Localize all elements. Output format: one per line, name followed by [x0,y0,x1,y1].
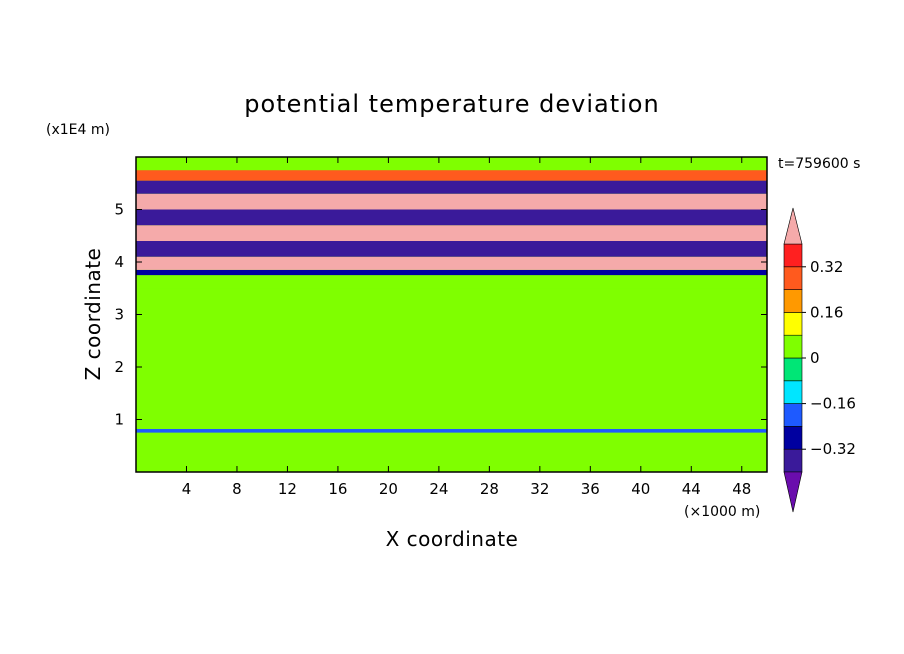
colorbar-segment [783,357,803,382]
colorbar-segment [783,266,803,290]
plot-area [135,156,768,473]
y-axis-label: Z coordinate [81,248,105,381]
x-tick-label: 28 [480,480,499,498]
x-tick-label: 20 [379,480,398,498]
colorbar-segment [783,243,803,268]
y-tick-label: 4 [114,253,124,271]
colorbar-lower-arrow [783,471,803,513]
x-axis-ticks: 4 8 12 16 20 24 28 32 36 40 44 48 [182,157,751,498]
chart-title: potential temperature deviation [244,90,659,118]
contour-bands [136,157,767,472]
y-unit-label: (x1E4 m) [46,122,110,138]
colorbar-segment [783,403,803,427]
colorbar-segment [783,289,803,313]
x-tick-label: 4 [182,480,192,498]
x-tick-label: 32 [530,480,549,498]
x-tick-label: 12 [278,480,297,498]
x-tick-label: 44 [682,480,701,498]
contour-band [136,209,767,226]
x-tick-label: 48 [732,480,751,498]
colorbar-tick-label: −0.16 [810,395,856,413]
contour-band [136,157,767,171]
colorbar-tick-label: 0 [810,349,820,367]
y-tick-label: 5 [114,201,124,219]
x-tick-label: 36 [581,480,600,498]
y-axis-ticks: 1 2 3 4 5 [114,201,767,429]
colorbar-segment [783,380,803,404]
colorbar-segment [783,334,803,359]
contour-band [136,428,767,433]
colorbar-tick-label: 0.16 [810,303,843,321]
contour-band [136,225,767,241]
contour-band [136,241,767,257]
x-tick-label: 24 [429,480,448,498]
contour-band [136,275,767,289]
y-tick-label: 3 [114,306,124,324]
y-tick-label: 1 [114,411,124,429]
x-unit-label: (×1000 m) [684,504,760,520]
contour-band [136,269,767,276]
x-tick-label: 16 [328,480,347,498]
x-axis-label: X coordinate [386,527,519,551]
contour-band [136,180,767,194]
colorbar-segment [783,312,803,336]
x-tick-label: 40 [631,480,650,498]
contour-band [136,432,767,472]
colorbar: 0.32 0.16 0 −0.16 −0.32 [783,207,856,513]
colorbar-segment [783,426,803,450]
colorbar-segment [783,448,803,473]
y-tick-label: 2 [114,358,124,376]
colorbar-tick-label: 0.32 [810,258,843,276]
x-tick-label: 8 [232,480,242,498]
contour-band [136,256,767,270]
colorbar-upper-arrow [783,207,803,245]
time-label: t=759600 s [778,156,860,172]
contour-band [136,288,767,429]
colorbar-tick-label: −0.32 [810,440,856,458]
contour-band [136,193,767,210]
contour-band [136,170,767,181]
